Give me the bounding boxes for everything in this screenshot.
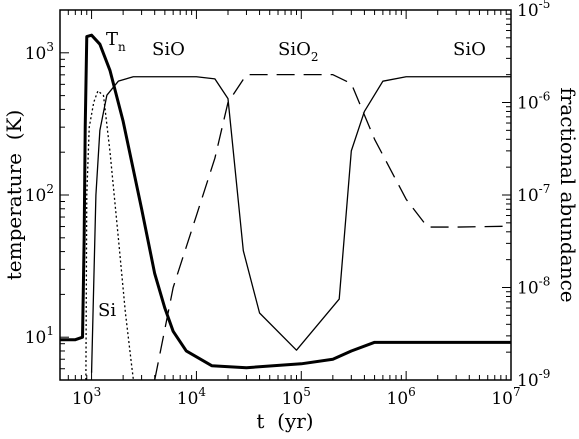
annotation-sio-right: SiO xyxy=(453,39,486,60)
tick-layer: 103 104 105 106 107 101 102 103 10-9 10-8 10-7 10-6… xyxy=(25,0,551,409)
x-tick-label: 105 xyxy=(282,385,311,409)
annotation-sio-left: SiO xyxy=(152,39,185,60)
label-layer: Tn SiO SiO2 SiO Si xyxy=(98,29,486,321)
plot-frame xyxy=(59,9,512,381)
x-axis-label: t (yr) xyxy=(256,409,313,433)
y-right-tick-label: 10-6 xyxy=(517,90,550,114)
series-line-si-1 xyxy=(85,90,135,380)
y-right-tick-label: 10-5 xyxy=(517,0,550,21)
annotation-sio2: SiO2 xyxy=(278,39,319,64)
y-left-tick-label: 103 xyxy=(25,40,54,64)
y-axis-label-left: temperature (K) xyxy=(2,110,26,281)
series-layer xyxy=(60,33,511,380)
y-right-tick-label: 10-9 xyxy=(517,367,550,391)
series-line-sio2-3 xyxy=(154,74,511,380)
x-tick-label: 104 xyxy=(177,385,207,409)
annotation-tn: Tn xyxy=(106,29,126,54)
series-line-sio-2 xyxy=(90,76,511,373)
y-left-tick-label: 102 xyxy=(25,182,54,206)
x-tick-label: 103 xyxy=(72,385,101,409)
x-tick-label: 106 xyxy=(387,385,416,409)
series-line-tn-0 xyxy=(60,33,511,370)
y-right-tick-label: 10-7 xyxy=(517,182,550,206)
y-right-tick-label: 10-8 xyxy=(517,275,550,299)
annotation-si: Si xyxy=(98,300,116,321)
y-left-tick-label: 101 xyxy=(25,324,54,348)
y-axis-label-right: fractional abundance xyxy=(556,87,579,302)
x-tick-label: 107 xyxy=(491,385,520,409)
